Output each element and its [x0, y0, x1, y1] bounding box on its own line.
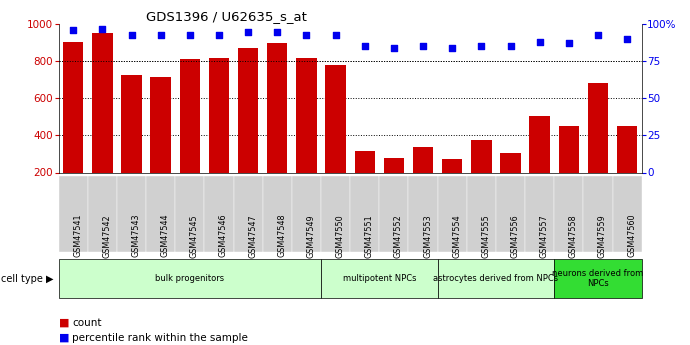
Text: neurons derived from
NPCs: neurons derived from NPCs [553, 269, 644, 288]
Text: GSM47544: GSM47544 [161, 214, 170, 257]
Point [593, 32, 604, 37]
Text: count: count [72, 318, 102, 327]
Point [68, 27, 79, 33]
Point [417, 44, 428, 49]
Bar [413, 147, 433, 209]
Text: ■: ■ [59, 333, 69, 343]
Text: GSM47553: GSM47553 [423, 214, 432, 257]
Bar [209, 58, 229, 209]
Text: GSM47554: GSM47554 [452, 214, 461, 257]
Text: ■: ■ [59, 318, 69, 327]
Bar [559, 126, 579, 209]
Point [446, 45, 457, 51]
Point [505, 44, 516, 49]
Point [184, 32, 195, 37]
Bar [63, 42, 83, 209]
Bar [617, 126, 638, 209]
Text: GSM47543: GSM47543 [132, 214, 141, 257]
Point [622, 36, 633, 42]
Bar [150, 77, 171, 209]
Point [534, 39, 545, 45]
Text: GSM47550: GSM47550 [335, 214, 344, 257]
Text: GSM47558: GSM47558 [569, 214, 578, 257]
Bar [179, 59, 200, 209]
Bar [588, 83, 608, 209]
Bar [326, 65, 346, 209]
Text: astrocytes derived from NPCs: astrocytes derived from NPCs [433, 274, 558, 283]
Text: GSM47551: GSM47551 [365, 214, 374, 257]
Bar [384, 158, 404, 209]
Bar [500, 153, 521, 209]
Bar [238, 48, 258, 209]
Point [359, 44, 371, 49]
Point [272, 29, 283, 34]
Text: GSM47541: GSM47541 [73, 214, 82, 257]
Text: multipotent NPCs: multipotent NPCs [342, 274, 416, 283]
Point [97, 26, 108, 31]
Text: percentile rank within the sample: percentile rank within the sample [72, 333, 248, 343]
Text: GSM47552: GSM47552 [394, 214, 403, 258]
Text: GSM47546: GSM47546 [219, 214, 228, 257]
Text: GSM47542: GSM47542 [102, 214, 111, 257]
Bar [121, 75, 141, 209]
Point [476, 44, 487, 49]
Point [388, 45, 400, 51]
Text: bulk progenitors: bulk progenitors [155, 274, 224, 283]
Text: GSM47548: GSM47548 [277, 214, 286, 257]
Text: GSM47549: GSM47549 [306, 214, 315, 257]
Text: GSM47556: GSM47556 [511, 214, 520, 257]
Bar [529, 116, 550, 209]
Bar [355, 151, 375, 209]
Bar [267, 43, 288, 209]
Point [301, 32, 312, 37]
Text: GSM47560: GSM47560 [627, 214, 636, 257]
Bar [471, 140, 491, 209]
Point [330, 32, 341, 37]
Text: cell type ▶: cell type ▶ [1, 274, 54, 284]
Text: GSM47545: GSM47545 [190, 214, 199, 257]
Text: GDS1396 / U62635_s_at: GDS1396 / U62635_s_at [146, 10, 307, 23]
Text: GSM47547: GSM47547 [248, 214, 257, 257]
Point [243, 29, 254, 34]
Bar [442, 159, 462, 209]
Text: GSM47555: GSM47555 [482, 214, 491, 258]
Point [213, 32, 224, 37]
Text: GSM47559: GSM47559 [598, 214, 607, 258]
Bar [92, 33, 112, 209]
Point [155, 32, 166, 37]
Point [126, 32, 137, 37]
Point [563, 41, 574, 46]
Bar [296, 58, 317, 209]
Text: GSM47557: GSM47557 [540, 214, 549, 258]
